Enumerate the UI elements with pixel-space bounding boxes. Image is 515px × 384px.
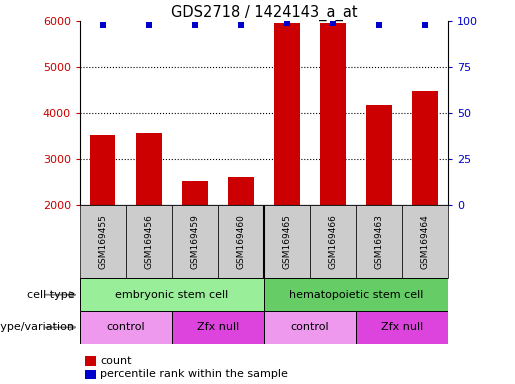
Bar [264, 311, 356, 344]
Bar [366, 105, 392, 205]
Text: genotype/variation: genotype/variation [0, 322, 75, 333]
Bar [218, 205, 264, 278]
Bar [172, 205, 218, 278]
Text: GSM169464: GSM169464 [421, 215, 430, 269]
Text: GSM169465: GSM169465 [282, 215, 291, 269]
Text: percentile rank within the sample: percentile rank within the sample [100, 369, 288, 379]
Text: embryonic stem cell: embryonic stem cell [115, 290, 229, 300]
Point [191, 22, 199, 28]
Bar [172, 311, 264, 344]
Bar [228, 177, 253, 205]
Text: cell type: cell type [27, 290, 75, 300]
Bar [90, 135, 115, 205]
Text: GSM169459: GSM169459 [191, 215, 199, 269]
Bar [274, 23, 300, 205]
Text: Zfx null: Zfx null [381, 322, 423, 333]
Text: count: count [100, 356, 132, 366]
Bar [356, 205, 402, 278]
Bar [402, 205, 448, 278]
Bar [80, 311, 172, 344]
Bar [264, 205, 310, 278]
Text: hematopoietic stem cell: hematopoietic stem cell [289, 290, 423, 300]
Bar [126, 205, 172, 278]
Text: GSM169463: GSM169463 [374, 215, 384, 269]
Point [421, 22, 429, 28]
Bar [413, 91, 438, 205]
Bar [136, 132, 162, 205]
Text: control: control [290, 322, 329, 333]
Bar [80, 278, 264, 311]
Text: Zfx null: Zfx null [197, 322, 239, 333]
Text: GSM169455: GSM169455 [98, 215, 107, 269]
Title: GDS2718 / 1424143_a_at: GDS2718 / 1424143_a_at [170, 5, 357, 21]
Bar [320, 23, 346, 205]
Text: GSM169460: GSM169460 [236, 215, 246, 269]
Bar [182, 182, 208, 205]
Point [99, 22, 107, 28]
Point [329, 20, 337, 26]
Point [237, 22, 245, 28]
Bar [264, 278, 448, 311]
Text: GSM169456: GSM169456 [144, 215, 153, 269]
Text: GSM169466: GSM169466 [329, 215, 337, 269]
Point [145, 22, 153, 28]
Bar [310, 205, 356, 278]
Bar [356, 311, 448, 344]
Point [375, 22, 383, 28]
Bar [80, 205, 126, 278]
Text: control: control [107, 322, 145, 333]
Point [283, 20, 291, 26]
